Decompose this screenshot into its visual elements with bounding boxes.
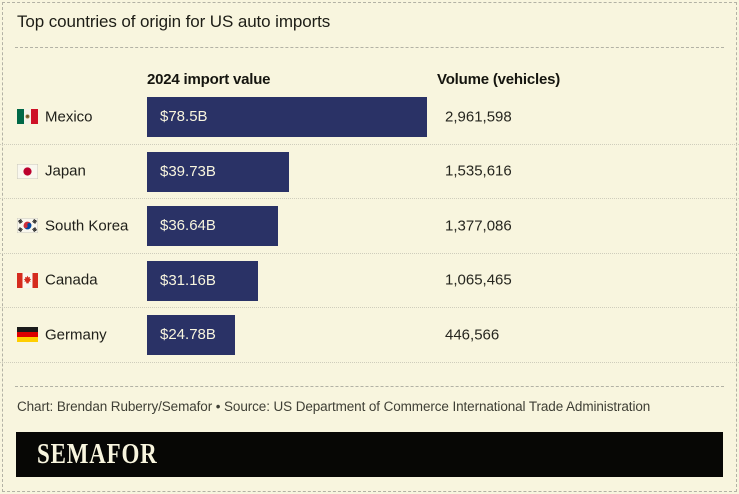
column-header-volume: Volume (vehicles) [437,71,561,88]
import-value-bar: $31.16B [147,260,258,301]
canada-flag-icon [17,272,38,288]
semafor-logo-bar: SEMAFOR [16,432,723,477]
japan-flag-icon [17,163,38,179]
column-header-import-value: 2024 import value [147,71,271,88]
chart-rows: Mexico $78.5B 2,961,598 Japan $39.73B 1,… [0,90,739,363]
import-value-label: $39.73B [160,162,216,180]
country-label: Japan [45,162,86,180]
footer-divider [15,386,724,387]
chart-title: Top countries of origin for US auto impo… [17,12,331,31]
south-korea-flag-icon [17,218,38,234]
chart-row-south-korea: South Korea $36.64B 1,377,086 [0,199,739,254]
volume-value: 2,961,598 [445,108,512,126]
chart-row-japan: Japan $39.73B 1,535,616 [0,145,739,199]
import-value-bar: $78.5B [147,97,427,137]
import-value-label: $36.64B [160,217,216,234]
volume-value: 446,566 [445,326,500,344]
import-value-label: $31.16B [160,271,216,289]
import-value-label: $24.78B [160,326,216,343]
title-divider [15,47,724,48]
semafor-wordmark: SEMAFOR [37,438,158,470]
mexico-flag-icon [17,109,38,125]
country-label: South Korea [45,217,129,235]
import-value-bar: $36.64B [147,206,278,246]
chart-credit: Chart: Brendan Ruberry/Semafor • Source:… [17,399,651,414]
volume-value: 1,377,086 [445,217,512,235]
chart-row-canada: Canada $31.16B 1,065,465 [0,254,739,308]
import-value-label: $78.5B [160,108,208,125]
country-label: Mexico [45,108,93,126]
germany-flag-icon [17,327,38,343]
volume-value: 1,065,465 [445,271,512,289]
import-value-bar: $24.78B [147,315,235,355]
country-label: Canada [45,271,98,289]
import-value-bar: $39.73B [147,151,289,192]
chart-row-mexico: Mexico $78.5B 2,961,598 [0,90,739,145]
volume-value: 1,535,616 [445,162,512,180]
chart-row-germany: Germany $24.78B 446,566 [0,308,739,363]
country-label: Germany [45,326,107,344]
